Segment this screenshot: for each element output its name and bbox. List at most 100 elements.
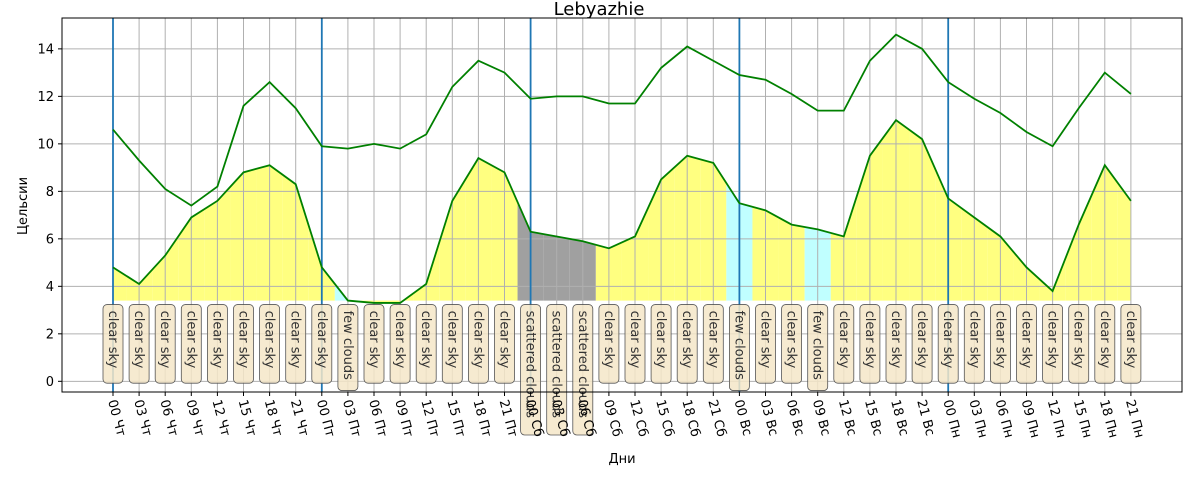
condition-label-box [755,304,776,384]
condition-label-text: scattered clouds [523,311,538,419]
y-tick-label: 6 [46,232,54,247]
condition-label-text: clear sky [392,311,407,369]
condition-label-text: clear sky [862,311,877,369]
condition-label-box [911,304,933,384]
condition-label: clear sky [885,304,907,384]
condition-fill-segment [739,203,753,301]
condition-label-box [624,304,646,384]
condition-label: clear sky [441,304,463,384]
condition-label-box [441,304,463,384]
condition-label: clear sky [624,304,646,384]
condition-label-text: clear sky [366,311,381,369]
condition-fill-segment [504,172,518,301]
condition-label-text: few clouds [340,311,355,381]
condition-label-box [729,304,750,391]
condition-fill-segment [178,217,192,301]
y-tick-label: 12 [37,90,54,105]
condition-label-text: clear sky [105,311,120,369]
condition-label-text: clear sky [653,311,668,369]
condition-label: clear sky [781,304,802,384]
condition-label: clear sky [755,304,776,384]
condition-fill-segment [165,236,179,301]
condition-label: clear sky [1068,304,1090,384]
condition-fill-segment [661,167,675,301]
condition-label-text: clear sky [914,311,929,369]
condition-fill-segment [1026,267,1040,301]
condition-label: clear sky [389,304,411,384]
plot-frame [61,17,1183,393]
condition-label-box [1068,304,1090,384]
condition-label-box [415,304,437,384]
condition-label: clear sky [206,304,228,384]
y-tick-label: 4 [46,280,54,295]
condition-label: scattered clouds [546,304,568,436]
condition-fills [113,120,1131,303]
condition-label: clear sky [128,304,150,384]
condition-fill-segment [974,217,988,301]
condition-label-box [154,304,176,384]
condition-fill-segment [595,244,609,301]
condition-fill-segment [922,139,936,301]
condition-fill-segment [543,234,557,301]
condition-fill-segment [869,137,883,301]
condition-fill-segment [517,202,531,301]
condition-fill-segment [478,158,492,301]
condition-fill-segment [126,275,140,301]
condition-label-box [990,304,1011,384]
condition-label-box [937,304,959,384]
condition-label-box [285,304,307,384]
condition-fill-segment [935,168,949,301]
condition-fill-segment [948,198,962,301]
condition-label-text: clear sky [601,311,616,369]
condition-label-box [233,304,254,384]
condition-label-text: clear sky [444,311,459,369]
condition-fill-segment [113,267,127,301]
condition-label: scattered clouds [520,304,541,436]
condition-label-text: clear sky [627,311,642,369]
condition-label-text: few clouds [731,311,746,381]
condition-label: clear sky [363,304,385,384]
min-temperature-line [112,118,1132,304]
condition-label-text: clear sky [836,311,851,369]
condition-fill-segment [413,283,427,301]
condition-label-text: clear sky [183,311,198,369]
condition-label: clear sky [285,304,307,384]
condition-label-text: clear sky [470,311,485,369]
condition-label-box [467,304,489,384]
condition-label-box [1120,304,1142,384]
condition-label-box [102,304,124,384]
condition-label: clear sky [467,304,489,384]
condition-fill-segment [256,165,270,301]
condition-fill-segment [817,229,831,301]
condition-label-text: clear sky [888,311,903,369]
condition-fill-segment [439,200,453,301]
condition-fill-segment [713,162,727,301]
y-tick-label: 2 [46,327,54,342]
condition-label: clear sky [415,304,437,384]
condition-label-box [833,304,855,384]
condition-fill-segment [139,269,153,301]
condition-fill-segment [491,165,505,301]
condition-label: clear sky [859,304,881,384]
condition-label-text: clear sky [705,311,720,369]
y-axis-label: Цельсии [16,177,31,235]
condition-label: clear sky [937,304,959,384]
y-axis-ticks: 0 2 4 6 8 10 12 14 [37,42,62,390]
condition-label-text: few clouds [810,311,825,381]
condition-label-text: clear sky [784,311,799,369]
condition-labels: clear sky clear sky clear sky clear sky clea… [102,304,1142,436]
condition-label-text: scattered clouds [549,311,564,419]
condition-fill-segment [882,120,896,301]
condition-fill-segment [569,238,583,301]
condition-label-text: clear sky [262,311,277,369]
condition-label-box [807,304,829,391]
condition-label-box [885,304,907,384]
x-axis-label: Дни [608,452,635,467]
condition-label: clear sky [311,304,333,384]
condition-fill-segment [204,200,218,301]
condition-fill-segment [1091,165,1105,301]
condition-label: few clouds [729,304,750,391]
condition-fill-segment [269,165,283,301]
condition-label: clear sky [259,304,281,384]
